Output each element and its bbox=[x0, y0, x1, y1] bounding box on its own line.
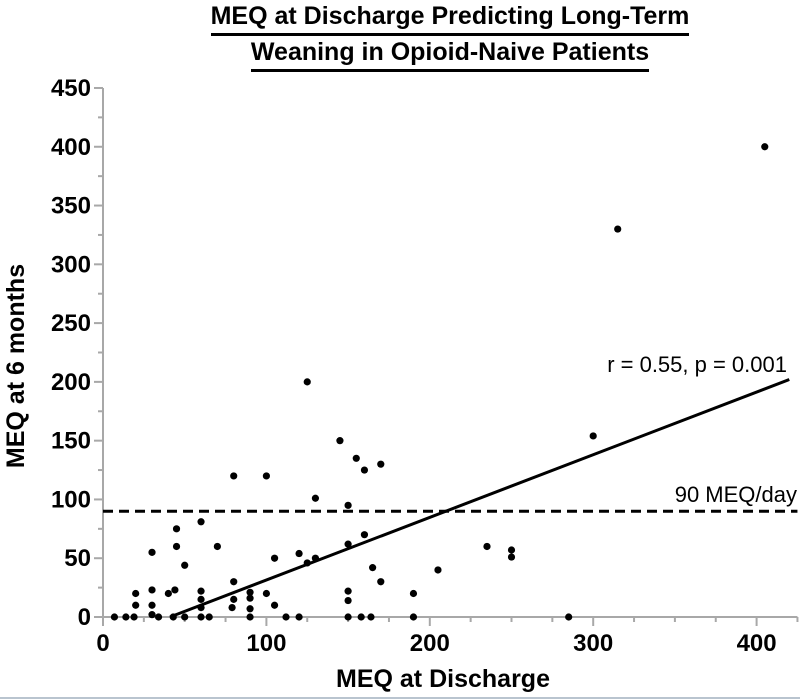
data-point bbox=[230, 595, 238, 603]
data-point bbox=[197, 587, 205, 595]
data-point bbox=[132, 589, 140, 598]
y-tick-label: 0 bbox=[78, 604, 91, 631]
data-point bbox=[614, 225, 622, 233]
y-tick-label: 400 bbox=[51, 134, 91, 161]
y-tick-label: 350 bbox=[51, 193, 91, 220]
data-point bbox=[344, 613, 352, 621]
data-point bbox=[507, 546, 516, 554]
data-point bbox=[197, 518, 205, 526]
chart-title-line-2: Weaning in Opioid-Naive Patients bbox=[103, 36, 797, 72]
series bbox=[103, 143, 798, 621]
data-point bbox=[122, 613, 130, 621]
y-tick-label: 150 bbox=[51, 428, 91, 455]
data-point bbox=[295, 613, 303, 621]
data-point bbox=[434, 566, 442, 574]
data-point bbox=[344, 596, 352, 605]
data-point bbox=[589, 432, 597, 440]
y-tick-label: 100 bbox=[51, 486, 91, 513]
data-point bbox=[130, 613, 138, 621]
chart-title: MEQ at Discharge Predicting Long-Term We… bbox=[103, 0, 797, 72]
data-point bbox=[246, 613, 254, 621]
data-point bbox=[230, 578, 238, 586]
data-point bbox=[205, 613, 213, 621]
data-point bbox=[228, 603, 236, 612]
regression-label: r = 0.55, p = 0.001 bbox=[607, 352, 787, 377]
data-point bbox=[507, 553, 516, 561]
data-point bbox=[303, 378, 311, 386]
y-tick-label: 200 bbox=[51, 369, 91, 396]
data-point bbox=[197, 595, 205, 603]
data-point bbox=[148, 601, 156, 609]
data-point bbox=[344, 540, 352, 548]
data-point bbox=[270, 601, 279, 609]
data-point bbox=[303, 559, 311, 567]
data-point bbox=[352, 454, 360, 462]
axes bbox=[94, 86, 799, 626]
data-point bbox=[132, 601, 140, 609]
data-point bbox=[377, 460, 385, 468]
data-point bbox=[311, 554, 320, 562]
data-point bbox=[169, 613, 177, 621]
data-point bbox=[181, 613, 189, 621]
x-tick-label: 300 bbox=[573, 630, 613, 657]
y-tick-label: 300 bbox=[51, 251, 91, 278]
data-point bbox=[246, 605, 254, 613]
y-tick-label: 50 bbox=[64, 545, 91, 572]
scatter-plot: 0 100 200 300 400 0 50 100 150 200 250 300 350 400 450… bbox=[2, 75, 799, 693]
data-point bbox=[282, 613, 290, 621]
data-point bbox=[148, 586, 156, 594]
data-point bbox=[197, 613, 205, 621]
data-point bbox=[148, 548, 156, 556]
x-tick-label: 400 bbox=[737, 630, 777, 657]
data-point bbox=[367, 613, 375, 621]
y-tick-label: 250 bbox=[51, 310, 91, 337]
x-tick-label: 100 bbox=[246, 630, 286, 657]
data-point bbox=[172, 525, 181, 533]
data-point bbox=[409, 613, 418, 621]
data-point bbox=[483, 542, 491, 551]
data-point bbox=[181, 561, 189, 569]
data-point bbox=[110, 613, 119, 621]
data-point bbox=[262, 589, 270, 598]
y-axis-title: MEQ at 6 months bbox=[2, 264, 30, 468]
data-point bbox=[761, 143, 769, 151]
x-tick-label: 0 bbox=[96, 630, 109, 657]
data-point bbox=[565, 613, 573, 621]
regression-line bbox=[169, 378, 790, 619]
data-point bbox=[213, 542, 221, 551]
y-tick-label: 450 bbox=[51, 75, 91, 102]
data-point bbox=[246, 594, 254, 602]
data-point bbox=[164, 589, 172, 598]
data-point bbox=[360, 466, 369, 474]
data-point bbox=[369, 564, 377, 572]
data-point bbox=[148, 611, 156, 619]
data-point bbox=[230, 472, 238, 480]
data-point bbox=[270, 554, 279, 562]
data-point bbox=[344, 587, 352, 595]
x-tick-label: 200 bbox=[410, 630, 450, 657]
chart-title-line-1: MEQ at Discharge Predicting Long-Term bbox=[103, 0, 797, 36]
tick-labels: 0 100 200 300 400 0 50 100 150 200 250 300 350 400 450 bbox=[51, 75, 777, 657]
data-point bbox=[295, 549, 303, 558]
data-point bbox=[262, 472, 270, 480]
x-axis-title: MEQ at Discharge bbox=[336, 665, 550, 693]
data-point bbox=[311, 494, 320, 502]
data-point bbox=[377, 578, 385, 586]
data-point bbox=[357, 613, 365, 621]
data-point bbox=[172, 542, 181, 551]
data-point bbox=[171, 586, 179, 594]
image-bottom-border bbox=[0, 697, 800, 699]
data-point bbox=[344, 501, 352, 509]
data-point bbox=[197, 603, 205, 612]
threshold-label: 90 MEQ/day bbox=[675, 482, 797, 507]
data-point bbox=[336, 437, 344, 445]
data-point bbox=[154, 613, 163, 621]
data-point bbox=[246, 588, 254, 596]
data-point bbox=[360, 531, 369, 539]
data-point bbox=[409, 589, 418, 598]
